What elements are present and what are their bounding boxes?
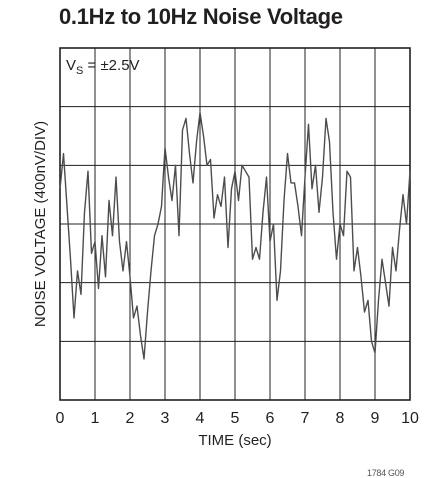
x-tick-label: 4 (196, 410, 205, 427)
x-tick-label: 6 (266, 410, 275, 427)
x-tick-label: 2 (126, 410, 135, 427)
x-tick-labels: 0 1 2 3 4 5 6 7 8 9 10 (56, 410, 419, 427)
x-tick-label: 0 (56, 410, 65, 427)
x-tick-label: 3 (161, 410, 170, 427)
supply-voltage-annotation: VS = ±2.5V (66, 57, 140, 77)
noise-trace (59, 111, 411, 360)
x-tick-label: 1 (91, 410, 100, 427)
x-tick-label: 10 (401, 410, 419, 427)
y-axis-label: NOISE VOLTAGE (400nV/DIV) (32, 121, 49, 327)
chart-title: 0.1Hz to 10Hz Noise Voltage (59, 4, 343, 29)
plot-frame (59, 47, 411, 401)
x-tick-label: 8 (336, 410, 345, 427)
x-tick-label: 9 (371, 410, 380, 427)
figure-id: 1784 G09 (367, 468, 405, 478)
x-tick-label: 5 (231, 410, 240, 427)
x-tick-label: 7 (301, 410, 310, 427)
x-axis-label: TIME (sec) (198, 432, 271, 449)
chart-grid (60, 48, 410, 400)
